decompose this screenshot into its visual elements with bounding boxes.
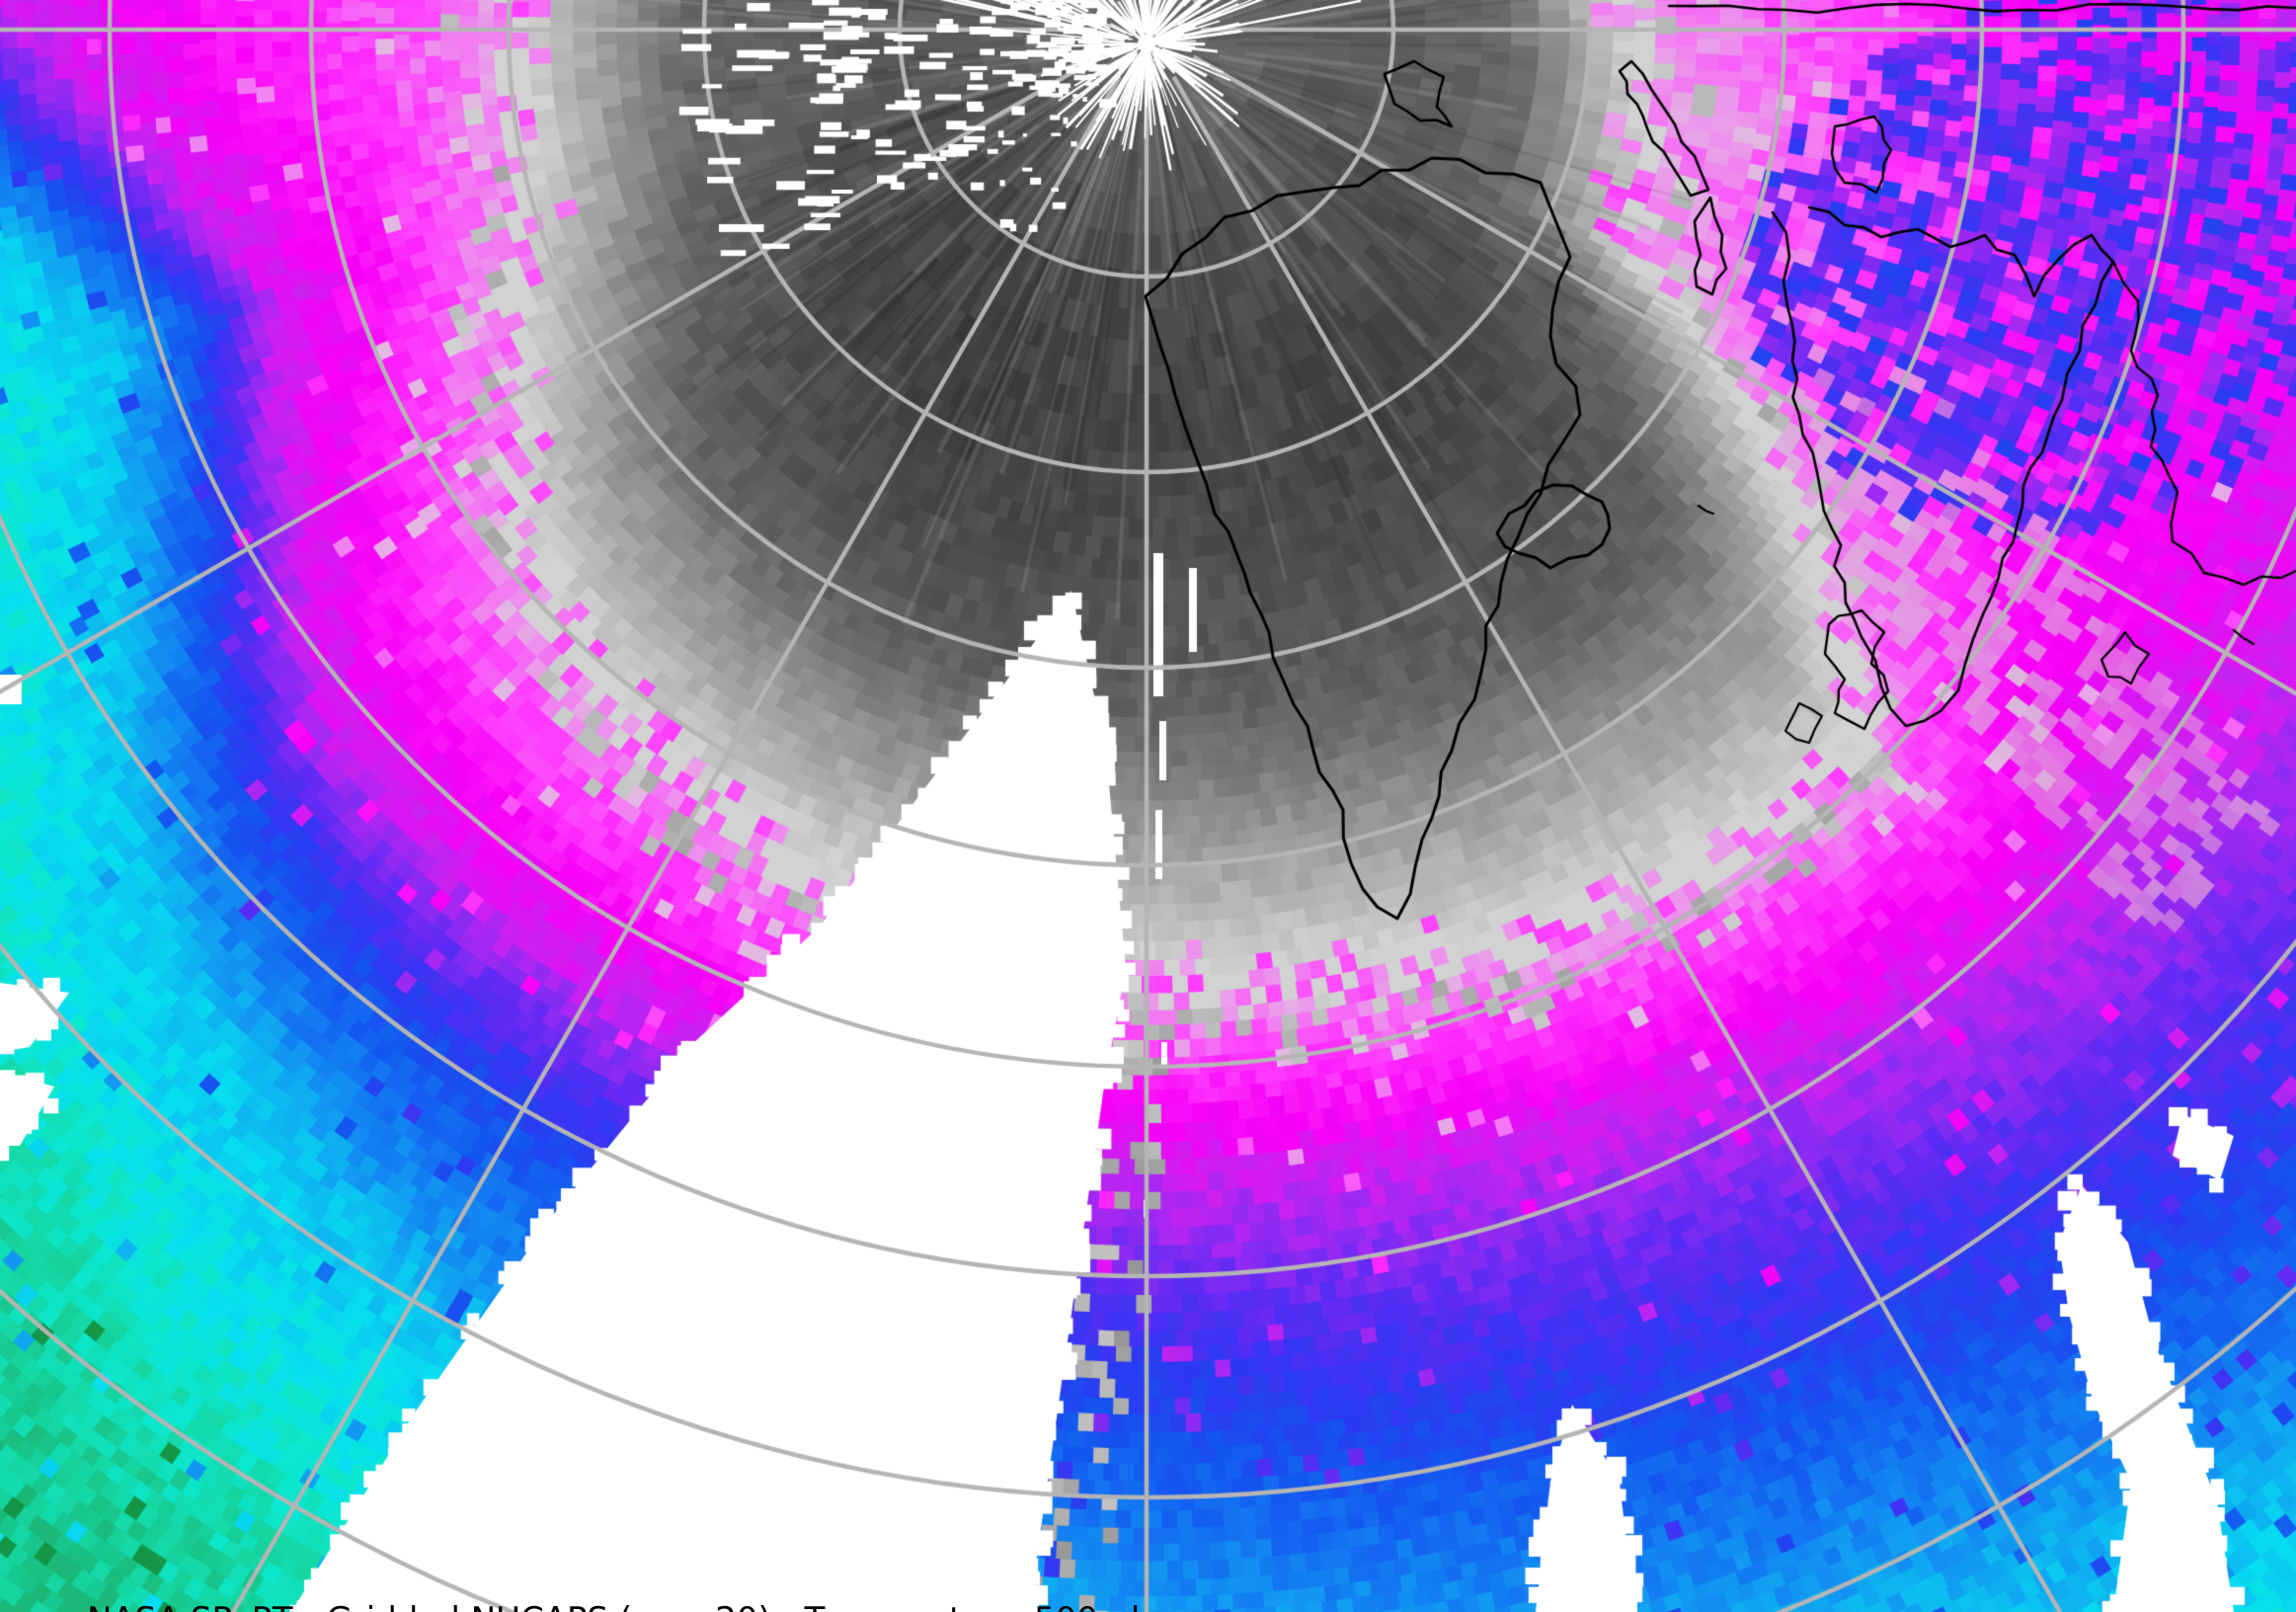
map-title: NASA SPoRT - Gridded NUCAPS (noaa20) - T… — [87, 1598, 1152, 1612]
map-annotation: NASA SPoRT - Gridded NUCAPS (noaa20) - T… — [87, 1509, 1152, 1612]
